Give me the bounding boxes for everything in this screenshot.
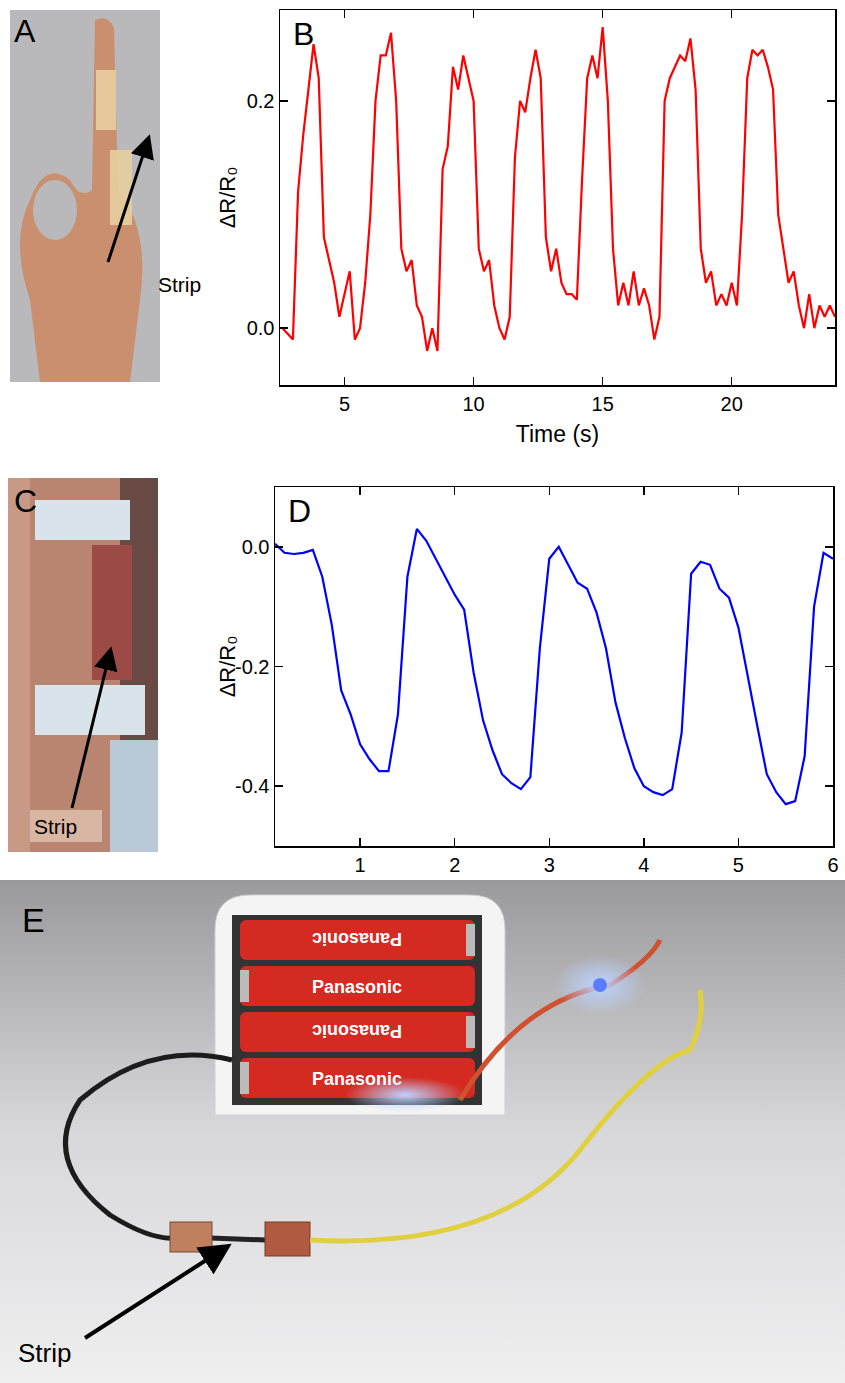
svg-text:4: 4: [638, 854, 649, 876]
svg-text:Strip: Strip: [34, 815, 77, 838]
svg-text:-0.4: -0.4: [235, 775, 269, 797]
svg-text:5: 5: [339, 393, 350, 415]
svg-text:Panasonic: Panasonic: [312, 977, 402, 997]
svg-text:D: D: [288, 493, 311, 529]
svg-text:ΔR/R₀: ΔR/R₀: [215, 167, 240, 229]
svg-text:Panasonic: Panasonic: [312, 1021, 402, 1041]
svg-text:0.0: 0.0: [247, 317, 275, 339]
svg-text:Time (s): Time (s): [516, 421, 599, 447]
svg-text:ΔR/R₀: ΔR/R₀: [215, 636, 240, 698]
svg-text:20: 20: [721, 393, 743, 415]
svg-text:6: 6: [827, 854, 838, 876]
svg-text:E: E: [22, 901, 45, 939]
svg-text:C: C: [14, 483, 37, 519]
svg-text:A: A: [14, 13, 36, 49]
svg-text:B: B: [293, 16, 314, 52]
svg-text:0.0: 0.0: [242, 536, 270, 558]
svg-text:Strip: Strip: [18, 1338, 71, 1368]
svg-text:5: 5: [733, 854, 744, 876]
svg-text:10: 10: [462, 393, 484, 415]
svg-text:Panasonic: Panasonic: [312, 1069, 402, 1089]
svg-text:2: 2: [449, 854, 460, 876]
svg-text:Panasonic: Panasonic: [312, 929, 402, 949]
svg-text:3: 3: [544, 854, 555, 876]
svg-text:-0.2: -0.2: [235, 656, 269, 678]
svg-text:1: 1: [355, 854, 366, 876]
svg-text:0.2: 0.2: [247, 90, 275, 112]
svg-text:15: 15: [592, 393, 614, 415]
svg-text:Strip: Strip: [158, 273, 201, 296]
